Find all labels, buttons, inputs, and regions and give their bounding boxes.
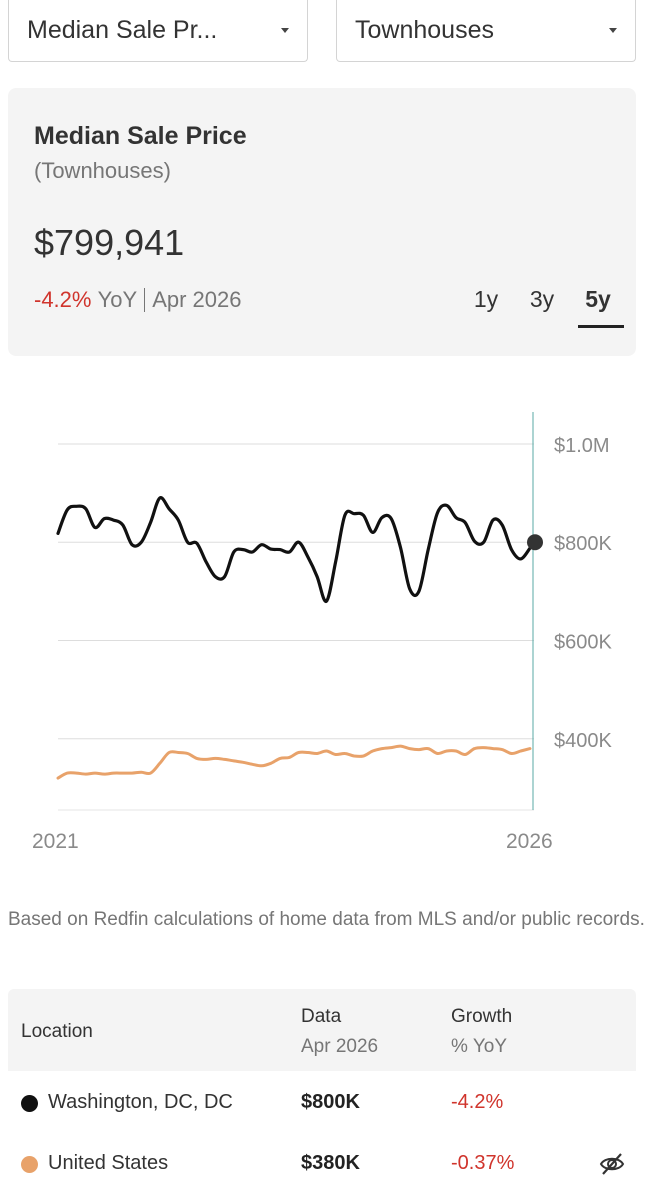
row-value: $380K xyxy=(301,1152,360,1174)
yoy-unit: YoY xyxy=(97,287,138,312)
header-data: Data xyxy=(301,1006,342,1027)
data-source-note: Based on Redfin calculations of home dat… xyxy=(8,909,645,930)
legend-dot-united-states xyxy=(21,1156,38,1173)
legend-dot-washington xyxy=(21,1095,38,1112)
table-row-united-states: United States $380K -0.37% xyxy=(8,1134,636,1194)
x-tick-label-end: 2026 xyxy=(506,830,553,853)
header-data-period: Apr 2026 xyxy=(301,1036,379,1057)
summary-change-row: -4.2% YoY Apr 2026 xyxy=(34,287,241,313)
yoy-change: -4.2% xyxy=(34,287,92,312)
y-tick-label: $600K xyxy=(554,631,612,653)
eye-off-icon[interactable] xyxy=(598,1150,626,1178)
current-value-marker xyxy=(527,534,543,551)
x-tick-label-start: 2021 xyxy=(32,830,79,853)
price-line-chart[interactable]: $1.0M $800K $600K $400K 2021 2026 xyxy=(0,400,660,870)
table-row-washington: Washington, DC, DC $800K -4.2% xyxy=(8,1073,636,1133)
row-location: Washington, DC, DC xyxy=(48,1091,233,1113)
property-type-select-value: Townhouses xyxy=(355,16,494,44)
row-growth: -0.37% xyxy=(451,1152,515,1174)
summary-period: Apr 2026 xyxy=(152,287,242,312)
range-tab-1y[interactable]: 1y xyxy=(473,286,499,312)
row-location: United States xyxy=(48,1152,169,1174)
header-growth: Growth xyxy=(451,1006,513,1027)
range-tab-5y[interactable]: 5y xyxy=(570,286,626,328)
dropdown-caret-icon xyxy=(609,28,617,33)
y-tick-label: $400K xyxy=(554,730,612,752)
metric-select-value: Median Sale Pr... xyxy=(27,16,218,44)
series-line-washington xyxy=(56,496,532,603)
row-value: $800K xyxy=(301,1091,360,1113)
range-tab-3y[interactable]: 3y xyxy=(529,286,555,312)
header-location: Location xyxy=(21,1021,93,1042)
property-type-select[interactable]: Townhouses xyxy=(336,0,636,62)
row-growth: -4.2% xyxy=(451,1091,504,1113)
dropdown-caret-icon xyxy=(281,28,289,33)
summary-price: $799,941 xyxy=(34,222,185,263)
series-line-united-states xyxy=(56,744,532,780)
header-growth-unit: % YoY xyxy=(451,1036,507,1057)
summary-title: Median Sale Price xyxy=(34,122,247,150)
divider xyxy=(144,288,146,312)
y-tick-label: $1.0M xyxy=(554,435,610,457)
table-header: Location Data Apr 2026 Growth % YoY xyxy=(8,989,636,1071)
metric-select[interactable]: Median Sale Pr... xyxy=(8,0,308,62)
y-tick-label: $800K xyxy=(554,533,612,555)
range-tabs: 1y 3y 5y xyxy=(458,286,626,328)
summary-subtitle: (Townhouses) xyxy=(34,158,171,183)
summary-card: Median Sale Price (Townhouses) $799,941 … xyxy=(8,88,636,356)
